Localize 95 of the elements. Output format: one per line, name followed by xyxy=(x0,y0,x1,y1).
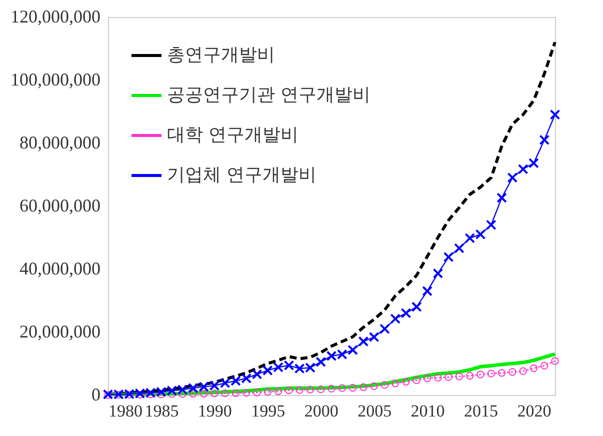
point xyxy=(402,378,410,386)
x-tick-label: 2010 xyxy=(410,402,445,420)
point xyxy=(519,367,527,375)
point xyxy=(551,357,559,365)
point xyxy=(508,368,516,376)
point xyxy=(539,134,550,146)
point xyxy=(285,386,293,394)
point xyxy=(434,374,442,382)
point xyxy=(348,344,358,356)
point xyxy=(550,109,560,120)
point xyxy=(262,365,273,376)
x-tick-label: 2000 xyxy=(304,402,338,420)
point xyxy=(232,389,240,397)
point xyxy=(528,158,539,168)
point xyxy=(273,362,284,372)
point xyxy=(210,390,218,398)
point xyxy=(252,369,262,380)
point xyxy=(198,382,209,392)
y-tick-label: 40,000,000 xyxy=(20,258,100,278)
point xyxy=(242,388,250,397)
point xyxy=(466,372,474,380)
point xyxy=(392,380,400,388)
point xyxy=(253,388,261,396)
point xyxy=(145,388,156,398)
point xyxy=(411,302,422,312)
point xyxy=(296,386,304,394)
y-tick-label: 60,000,000 xyxy=(20,196,100,216)
point xyxy=(530,364,538,372)
legend-label: 총연구개발비 xyxy=(167,44,275,66)
point xyxy=(306,386,314,394)
point xyxy=(200,390,208,398)
point xyxy=(476,370,484,378)
y-tick-label: 100,000,000 xyxy=(10,70,100,90)
legend-label: 대학 연구개발비 xyxy=(167,124,299,146)
x-tick-label: 2005 xyxy=(358,402,392,420)
y-tick-label: 0 xyxy=(92,384,100,404)
point xyxy=(400,308,412,318)
x-tick-label: 1990 xyxy=(198,402,232,420)
point xyxy=(432,268,444,279)
point xyxy=(518,164,528,174)
point xyxy=(475,229,486,240)
point xyxy=(370,382,378,390)
point xyxy=(317,385,325,394)
point xyxy=(360,383,368,391)
point xyxy=(368,332,380,342)
x-tick-label: 1985 xyxy=(144,402,179,420)
point xyxy=(487,370,495,378)
y-tick-label: 120,000,000 xyxy=(10,6,100,26)
point xyxy=(454,243,464,254)
point xyxy=(189,390,197,398)
point xyxy=(423,374,432,382)
point xyxy=(464,232,476,244)
point xyxy=(358,336,369,347)
x-tick-label: 2020 xyxy=(517,402,552,420)
point xyxy=(328,384,336,393)
point xyxy=(348,384,357,392)
point xyxy=(498,369,506,377)
point xyxy=(380,324,390,334)
point xyxy=(220,378,230,388)
point xyxy=(241,373,252,384)
point xyxy=(134,388,146,399)
point xyxy=(496,192,507,203)
legend-label: 공공연구기관 연구개발비 xyxy=(167,84,371,106)
point xyxy=(284,360,294,371)
point xyxy=(230,376,241,386)
point xyxy=(444,373,452,381)
point xyxy=(422,286,432,296)
point xyxy=(177,384,188,395)
point xyxy=(274,387,282,396)
x-tick-label: 2015 xyxy=(464,402,498,420)
point xyxy=(540,362,548,370)
y-tick-label: 20,000,000 xyxy=(20,322,100,342)
point xyxy=(390,314,401,324)
x-tick-label: 1980 xyxy=(108,402,142,420)
point xyxy=(221,389,229,398)
x-tick-label: 1995 xyxy=(251,402,286,420)
legend-label: 기업체 연구개발비 xyxy=(167,164,317,186)
point xyxy=(336,349,348,360)
point xyxy=(264,388,272,396)
point xyxy=(156,386,166,398)
point xyxy=(316,356,326,368)
point xyxy=(507,172,518,183)
point xyxy=(209,380,220,391)
point xyxy=(326,350,337,362)
point xyxy=(338,384,346,392)
point xyxy=(486,220,496,230)
point xyxy=(166,385,178,396)
point xyxy=(455,372,464,380)
point xyxy=(305,362,316,373)
point xyxy=(188,382,198,394)
point xyxy=(294,363,305,374)
y-tick-label: 80,000,000 xyxy=(20,132,100,152)
point xyxy=(443,252,454,262)
point xyxy=(380,381,389,389)
point xyxy=(412,376,420,384)
